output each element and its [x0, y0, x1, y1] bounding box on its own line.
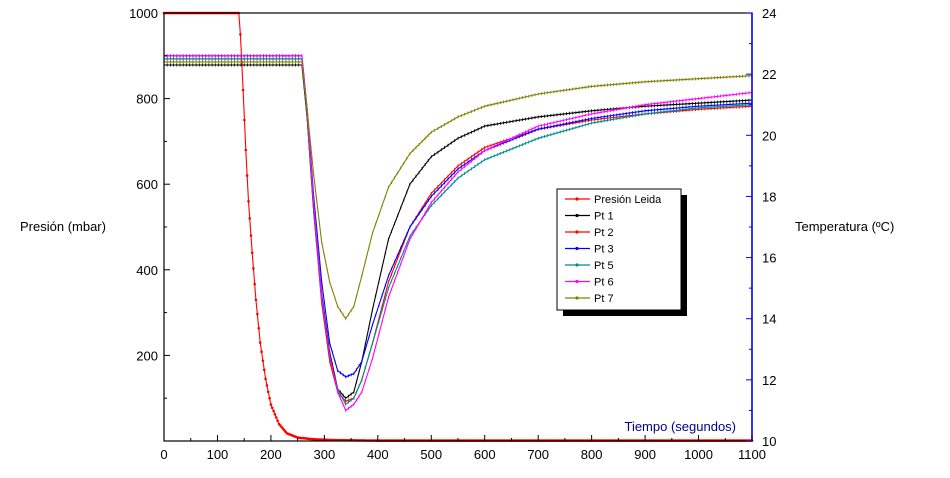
legend-marker	[575, 213, 579, 218]
legend-marker	[575, 279, 579, 284]
data-point	[253, 282, 256, 286]
series-pt-7	[163, 60, 753, 321]
legend-items: Presión Leida Pt 1 Pt 2 Pt 3 Pt 5 Pt 6 Pt 7	[565, 194, 662, 305]
data-point	[243, 118, 246, 122]
x-tick-label: 100	[207, 447, 229, 462]
y-tick-label: 600	[136, 177, 158, 192]
data-point	[264, 377, 267, 381]
data-point	[272, 409, 275, 413]
data-point	[276, 419, 279, 423]
legend-marker	[575, 296, 579, 300]
y-tick-label: 1000	[129, 6, 158, 21]
y2-tick-label: 18	[762, 189, 776, 204]
x-tick-label: 0	[160, 447, 167, 462]
data-point	[275, 416, 278, 419]
x-tick-label: 900	[634, 447, 656, 462]
data-point	[260, 350, 263, 354]
x-tick-label: 1100	[738, 447, 766, 462]
data-point	[256, 312, 259, 316]
y2-tick-label: 10	[762, 434, 776, 449]
y-tick-label: 200	[136, 348, 158, 363]
data-point	[249, 234, 253, 237]
y2-tick-label: 20	[762, 128, 776, 143]
data-point	[261, 359, 265, 363]
y2-tick-label: 12	[762, 373, 776, 388]
series-pt-6	[163, 54, 753, 412]
data-point	[252, 267, 255, 270]
y2-axis-label: Temperatura (ºC)	[795, 219, 894, 234]
data-point	[262, 368, 266, 372]
x-tick-label: 200	[260, 447, 282, 462]
legend-marker	[575, 197, 579, 201]
legend-box	[556, 188, 682, 311]
data-point	[254, 298, 258, 302]
y-tick-label: 400	[136, 263, 158, 278]
x-tick-label: 700	[527, 447, 549, 462]
x-tick-label: 500	[420, 447, 442, 462]
legend-marker	[575, 246, 579, 251]
data-point	[247, 200, 250, 203]
legend-marker	[575, 230, 579, 234]
data-point	[257, 327, 261, 330]
y2-tick-label: 22	[762, 67, 776, 82]
x-tick-label: 600	[474, 447, 496, 462]
data-point	[245, 174, 249, 177]
legend-marker	[575, 263, 579, 267]
legend-label: Pt 5	[594, 260, 614, 272]
legend-label: Pt 2	[594, 227, 614, 239]
legend-label: Pt 7	[594, 293, 614, 305]
data-point	[268, 396, 271, 400]
legend-label: Pt 3	[594, 244, 614, 256]
data-point	[239, 33, 242, 36]
legend: Presión Leida Pt 1 Pt 2 Pt 3 Pt 5 Pt 6 Pt 7	[556, 188, 687, 316]
legend-label: Pt 1	[594, 211, 614, 223]
data-point	[248, 217, 251, 220]
data-point	[258, 341, 262, 344]
x-tick-label: 400	[367, 447, 389, 462]
data-point	[241, 88, 245, 92]
x-tick-label: 1000	[684, 447, 713, 462]
x-tick-label: 300	[314, 447, 336, 462]
axes-layer: 0 100 200 300 400 500 600 700 800 900 1000 1100 200 4…	[129, 6, 776, 462]
legend-label: Pt 6	[594, 277, 614, 289]
x-axis-label: Tiempo (segundos)	[624, 419, 736, 434]
data-point	[265, 384, 269, 387]
data-point	[270, 406, 274, 410]
y2-tick-label: 16	[762, 251, 776, 266]
series-layer	[162, 11, 754, 442]
data-point	[273, 413, 277, 416]
data-point	[269, 403, 273, 406]
x-tick-label: 800	[581, 447, 603, 462]
data-point	[250, 251, 254, 254]
y2-tick-label: 24	[762, 6, 776, 21]
y-axis-label: Presión (mbar)	[20, 219, 106, 234]
legend-label: Presión Leida	[594, 194, 662, 206]
data-point	[244, 148, 248, 152]
y-tick-label: 800	[136, 92, 158, 107]
y2-tick-label: 14	[762, 312, 776, 327]
data-point	[266, 390, 270, 394]
